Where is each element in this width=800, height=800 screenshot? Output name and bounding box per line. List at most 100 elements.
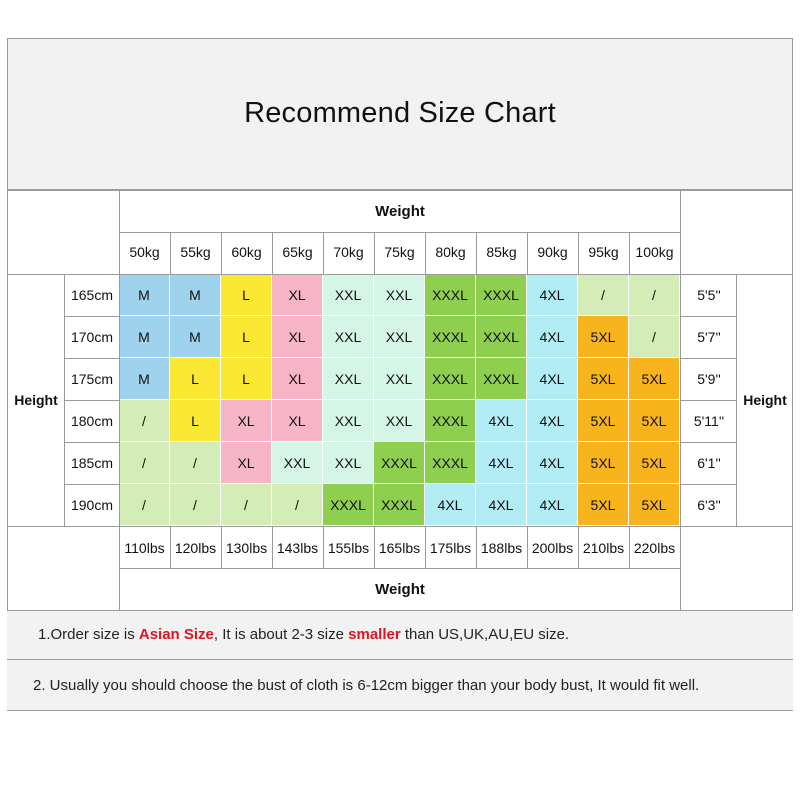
- note-1-band: [7, 610, 793, 660]
- note-1-prefix: 1.Order size is: [38, 626, 139, 643]
- weight-lbs-1: 120lbs: [174, 540, 217, 556]
- size-cell: /: [629, 316, 680, 358]
- height-ft-3: 5'11'': [693, 413, 725, 429]
- weight-kg-9: 95kg: [588, 244, 619, 260]
- weight-kg-4: 70kg: [333, 244, 364, 260]
- size-cell: XXL: [323, 400, 374, 442]
- size-cell: /: [578, 274, 629, 316]
- weight-lbs-2: 130lbs: [225, 540, 268, 556]
- size-cell: XXXL: [476, 274, 527, 316]
- size-cell: 4XL: [527, 358, 578, 400]
- size-cell: XXXL: [374, 442, 425, 484]
- weight-lbs-6: 175lbs: [429, 540, 472, 556]
- size-cell: M: [119, 316, 170, 358]
- size-cell: /: [119, 484, 170, 526]
- weight-lbs-9: 210lbs: [582, 540, 625, 556]
- weight-lbs-4: 155lbs: [327, 540, 370, 556]
- weight-kg-0: 50kg: [129, 244, 160, 260]
- size-cell: XXXL: [476, 316, 527, 358]
- size-cell: XL: [272, 274, 323, 316]
- size-cell: XXXL: [374, 484, 425, 526]
- size-cell: 4XL: [527, 400, 578, 442]
- title-band: [7, 38, 793, 190]
- weight-lbs-0: 110lbs: [124, 540, 165, 556]
- height-cm-4: 185cm: [70, 455, 114, 471]
- weight-lbs-3: 143lbs: [276, 540, 319, 556]
- size-cell: XXL: [374, 358, 425, 400]
- note-1-smaller: smaller: [348, 626, 401, 643]
- size-cell: XXXL: [425, 442, 476, 484]
- size-cell: /: [272, 484, 323, 526]
- height-cm-2: 175cm: [70, 371, 114, 387]
- weight-kg-8: 90kg: [537, 244, 568, 260]
- weight-kg-2: 60kg: [231, 244, 262, 260]
- size-cell: /: [119, 400, 170, 442]
- size-cell: 4XL: [527, 484, 578, 526]
- size-cell: XXXL: [425, 400, 476, 442]
- weight-kg-1: 55kg: [180, 244, 211, 260]
- weight-lbs-7: 188lbs: [480, 540, 523, 556]
- weight-kg-10: 100kg: [635, 244, 674, 260]
- size-cell: 4XL: [425, 484, 476, 526]
- size-cell: 4XL: [527, 442, 578, 484]
- height-cm-5: 190cm: [70, 497, 114, 513]
- height-ft-1: 5'7'': [697, 329, 721, 345]
- size-cell: /: [629, 274, 680, 316]
- size-cell: M: [170, 316, 221, 358]
- size-grid: M M L XL XXL XXL XXXL XXXL 4XL / / M M L XL XXL XXL XXXL X…: [119, 274, 680, 526]
- size-cell: M: [119, 274, 170, 316]
- note-1-suffix: than US,UK,AU,EU size.: [400, 626, 570, 643]
- size-cell: 4XL: [476, 400, 527, 442]
- weight-header-bottom: Weight: [375, 581, 425, 598]
- weight-kg-5: 75kg: [384, 244, 415, 260]
- size-cell: XXL: [323, 316, 374, 358]
- chart-title: Recommend Size Chart: [244, 97, 556, 129]
- size-cell: XL: [272, 358, 323, 400]
- size-cell: L: [221, 358, 272, 400]
- size-cell: 4XL: [476, 442, 527, 484]
- size-cell: L: [221, 316, 272, 358]
- size-cell: XXL: [272, 442, 323, 484]
- weight-kg-7: 85kg: [486, 244, 517, 260]
- size-cell: XL: [221, 442, 272, 484]
- height-ft-0: 5'5'': [697, 287, 721, 303]
- size-cell: XL: [272, 400, 323, 442]
- size-cell: XXL: [323, 358, 374, 400]
- size-cell: XXXL: [323, 484, 374, 526]
- weight-kg-6: 80kg: [435, 244, 466, 260]
- height-cm-3: 180cm: [70, 413, 114, 429]
- height-ft-4: 6'1'': [697, 455, 721, 471]
- size-cell: XXXL: [476, 358, 527, 400]
- size-cell: 5XL: [578, 400, 629, 442]
- size-cell: XXXL: [425, 358, 476, 400]
- size-cell: 5XL: [578, 316, 629, 358]
- size-cell: XXL: [374, 316, 425, 358]
- weight-lbs-8: 200lbs: [531, 540, 574, 556]
- height-label-left: Height: [14, 392, 58, 408]
- height-cm-0: 165cm: [70, 287, 114, 303]
- size-cell: 5XL: [578, 484, 629, 526]
- note-1: 1.Order size is Asian Size, It is about …: [38, 626, 569, 643]
- weight-lbs-10: 220lbs: [633, 540, 676, 556]
- note-1-asian-size: Asian Size: [138, 626, 214, 643]
- size-cell: L: [221, 274, 272, 316]
- size-cell: 4XL: [527, 274, 578, 316]
- height-cm-1: 170cm: [70, 329, 114, 345]
- size-cell: /: [170, 484, 221, 526]
- size-cell: 5XL: [629, 484, 680, 526]
- size-cell: XXL: [374, 400, 425, 442]
- size-cell: M: [170, 274, 221, 316]
- size-cell: 5XL: [629, 442, 680, 484]
- size-cell: /: [119, 442, 170, 484]
- height-ft-5: 6'3'': [697, 497, 721, 513]
- size-cell: /: [221, 484, 272, 526]
- size-cell: XXL: [323, 274, 374, 316]
- size-cell: XXXL: [425, 316, 476, 358]
- height-label-right: Height: [743, 392, 787, 408]
- size-cell: 5XL: [629, 400, 680, 442]
- note-1-mid: , It is about 2-3 size: [213, 626, 349, 643]
- note-2: 2. Usually you should choose the bust of…: [33, 677, 700, 694]
- size-cell: XXL: [374, 274, 425, 316]
- height-ft-2: 5'9'': [697, 371, 721, 387]
- weight-kg-3: 65kg: [282, 244, 313, 260]
